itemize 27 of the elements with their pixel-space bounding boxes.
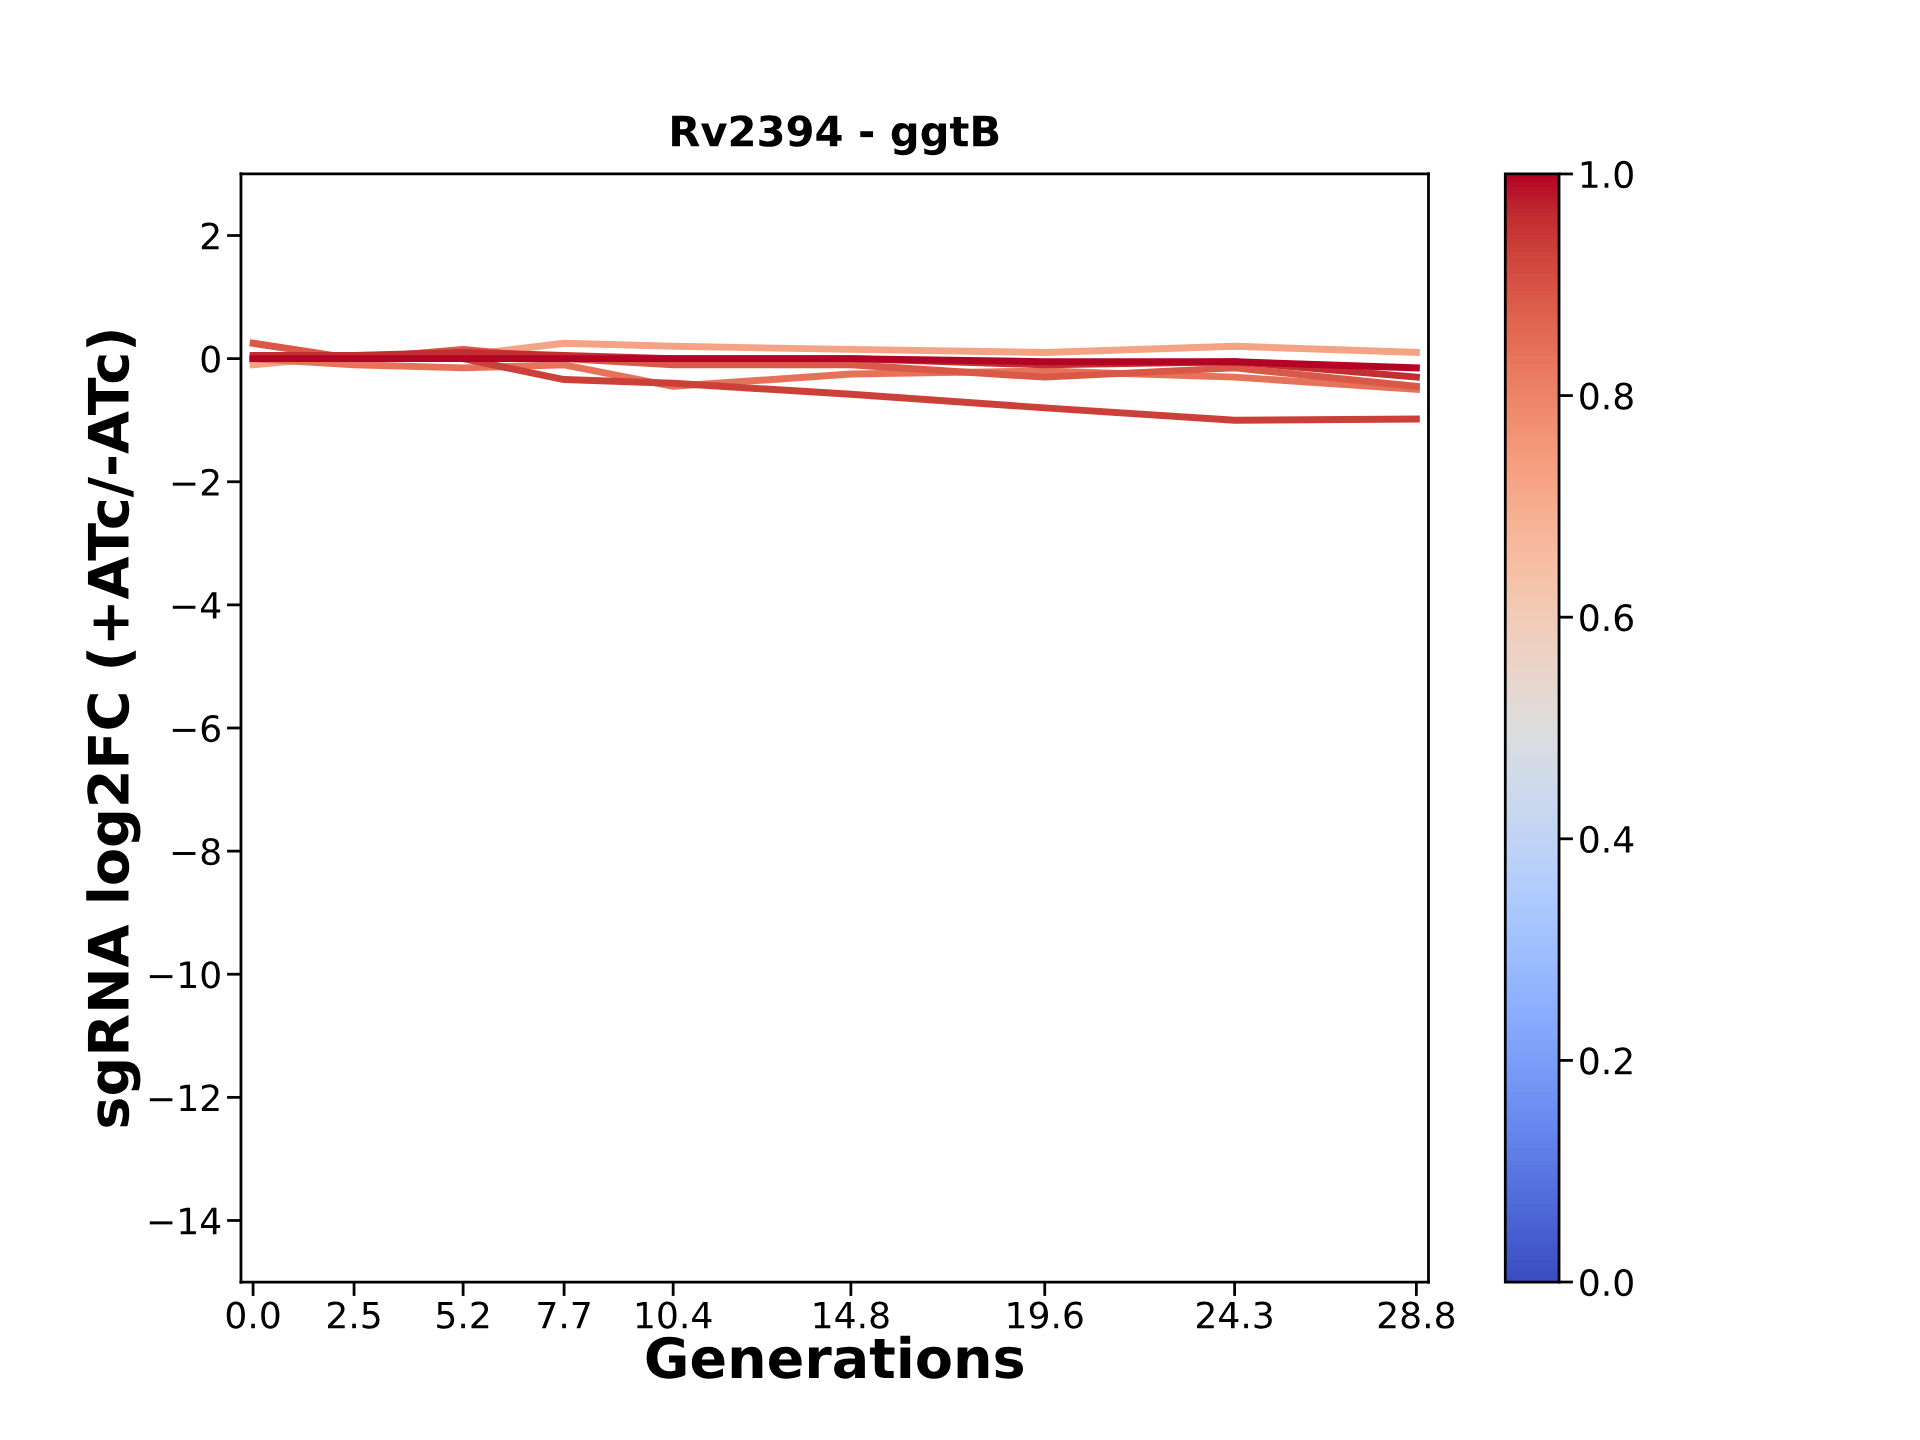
y-tick-label: 0 [201, 345, 220, 373]
x-tick-label: 0.0 [226, 1301, 280, 1329]
color-bar-label: 0.2 [1580, 1047, 1632, 1075]
y-tick-label: −10 [149, 961, 220, 989]
x-tick-label: 19.6 [1008, 1301, 1083, 1329]
x-tick-label: 7.7 [538, 1301, 590, 1329]
color-bar-label: 1.0 [1581, 160, 1633, 189]
color-bar-label: 0.0 [1580, 1268, 1633, 1297]
x-tick-label: 5.2 [437, 1301, 489, 1329]
y-tick-label: −14 [149, 1207, 221, 1235]
chart-title: Rv2394 - ggtB [672, 115, 999, 156]
x-axis-title: Generations [646, 1335, 1023, 1379]
x-tick-label: 24.3 [1197, 1301, 1272, 1329]
y-tick-label: −12 [149, 1084, 219, 1112]
x-tick-label: 2.5 [327, 1301, 380, 1329]
y-tick-label: −6 [172, 714, 220, 743]
y-tick-label: −8 [172, 838, 220, 866]
y-tick-label: −2 [172, 468, 219, 496]
x-tick-label: 10.4 [636, 1301, 712, 1329]
color-bar-label: 0.8 [1580, 382, 1633, 410]
x-tick-label: 28.8 [1378, 1301, 1455, 1329]
x-tick-label: 14.8 [814, 1301, 889, 1329]
y-axis-title: sgRNA log2FC (+ATc/-ATc) [86, 331, 141, 1127]
color-bar-label: 0.6 [1580, 604, 1633, 632]
y-tick-label: 2 [201, 222, 219, 250]
color-bar-label: 0.4 [1580, 825, 1634, 854]
y-tick-label: −4 [172, 592, 221, 619]
